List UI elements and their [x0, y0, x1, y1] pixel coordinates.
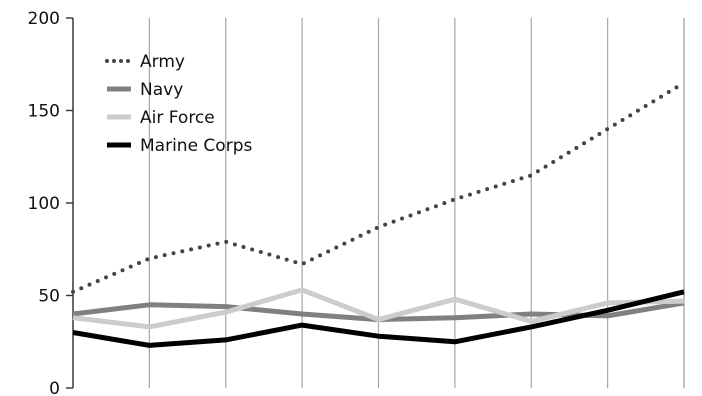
- legend: Army Navy Air Force Marine Corps: [105, 52, 252, 156]
- series-lines: [71, 80, 686, 348]
- y-tick-label-200: 200: [28, 9, 60, 29]
- series-line-army: [71, 80, 686, 294]
- vertical-gridlines: [72, 18, 685, 388]
- axes: [66, 17, 74, 389]
- y-tick-label-150: 150: [28, 102, 60, 122]
- y-tick-label-100: 100: [28, 194, 60, 214]
- y-tick-labels: 0 50 100 150 200: [28, 9, 60, 396]
- series-line-marine-corps: [72, 289, 685, 348]
- series-line-air-force: [72, 287, 685, 330]
- y-tick-label-0: 0: [49, 379, 60, 396]
- y-tick-label-50: 50: [38, 287, 60, 307]
- legend-label-air-force: Air Force: [140, 108, 215, 128]
- legend-label-army: Army: [140, 52, 185, 72]
- legend-label-marine-corps: Marine Corps: [140, 136, 252, 156]
- legend-label-navy: Navy: [140, 80, 183, 100]
